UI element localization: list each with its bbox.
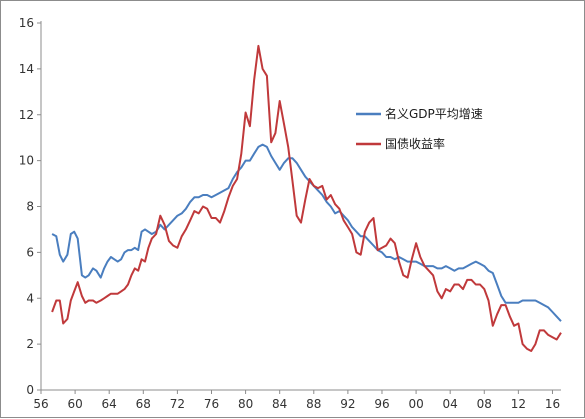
x-tick-label: 92 <box>340 397 355 411</box>
y-tick-label: 12 <box>19 108 34 122</box>
x-tick-label: 60 <box>67 397 82 411</box>
x-tick-label: 56 <box>33 397 48 411</box>
x-tick-label: 64 <box>102 397 117 411</box>
y-tick-label: 8 <box>26 200 34 214</box>
x-tick-label: 88 <box>306 397 321 411</box>
x-tick-label: 84 <box>272 397 287 411</box>
y-tick-label: 16 <box>19 16 34 30</box>
x-tick-label: 80 <box>238 397 253 411</box>
x-tick-label: 16 <box>545 397 560 411</box>
x-tick-label: 00 <box>408 397 423 411</box>
legend-label: 名义GDP平均增速 <box>385 106 483 121</box>
x-tick-label: 68 <box>136 397 151 411</box>
y-tick-label: 14 <box>19 62 34 76</box>
y-tick-label: 0 <box>26 383 34 397</box>
y-tick-label: 6 <box>26 245 34 259</box>
y-tick-label: 4 <box>26 291 34 305</box>
x-tick-label: 04 <box>443 397 458 411</box>
y-tick-label: 10 <box>19 154 34 168</box>
x-tick-label: 72 <box>170 397 185 411</box>
x-tick-label: 76 <box>204 397 219 411</box>
x-tick-label: 08 <box>477 397 492 411</box>
series-line-nominal-gdp <box>51 143 562 322</box>
series-line-bond-yield <box>51 44 562 352</box>
x-tick-label: 96 <box>374 397 389 411</box>
y-tick-label: 2 <box>26 337 34 351</box>
legend-label: 国债收益率 <box>385 136 445 151</box>
x-tick-label: 12 <box>511 397 526 411</box>
series-lines <box>51 44 562 352</box>
